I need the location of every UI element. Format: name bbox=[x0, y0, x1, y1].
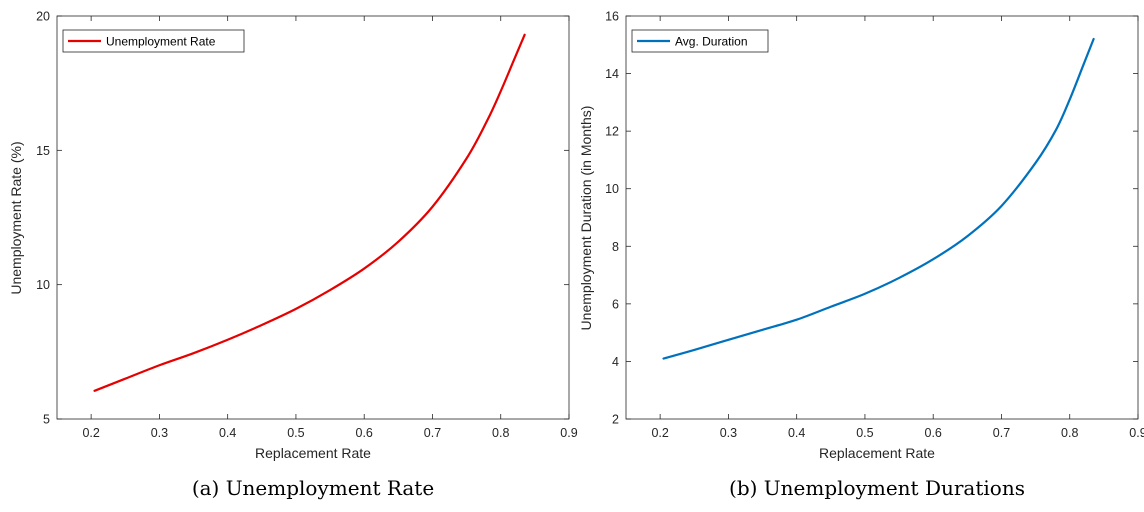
chart-a-caption: (a) Unemployment Rate bbox=[192, 476, 434, 500]
chart-a-xlabel: Replacement Rate bbox=[255, 445, 371, 461]
chart-a: 0.2 0.3 0.4 0.5 0.6 0.7 0.8 0.9 5 10 15 20 Unemploy… bbox=[8, 10, 578, 501]
chart-a-series-line bbox=[93, 33, 526, 392]
chart-b-ylabel: Unemployment Duration (in Months) bbox=[578, 106, 594, 331]
chart-b-ticks: 0.2 0.3 0.4 0.5 0.6 0.7 0.8 0.9 2 4 6 8 10 12 14 16 bbox=[605, 10, 1144, 441]
chart-a-legend-box bbox=[62, 29, 245, 53]
chart-a-ytick-label: 10 bbox=[36, 278, 50, 292]
chart-a-xtick-label: 0.9 bbox=[560, 426, 577, 440]
chart-a-legend: Unemployment Rate bbox=[62, 29, 245, 53]
chart-b-xtick-label: 0.7 bbox=[993, 426, 1010, 440]
chart-a-plot-area bbox=[56, 15, 570, 420]
chart-a-xtick-label: 0.8 bbox=[492, 426, 509, 440]
chart-b-ytick-label: 12 bbox=[605, 125, 619, 139]
chart-b-series-line bbox=[662, 37, 1095, 360]
chart-b-ytick-label: 4 bbox=[612, 355, 619, 369]
chart-b-xtick-label: 0.6 bbox=[925, 426, 942, 440]
chart-b-legend-box bbox=[631, 29, 769, 53]
chart-b-legend-label: Avg. Duration bbox=[675, 35, 748, 49]
chart-b: 0.2 0.3 0.4 0.5 0.6 0.7 0.8 0.9 2 4 6 8 10 12 14 16 Avg… bbox=[578, 10, 1144, 501]
chart-b-ytick-label: 14 bbox=[605, 67, 619, 81]
chart-b-ytick-label: 8 bbox=[612, 240, 619, 254]
chart-b-ytick-label: 2 bbox=[612, 413, 619, 427]
chart-b-xtick-label: 0.3 bbox=[720, 426, 737, 440]
chart-a-xtick-label: 0.5 bbox=[287, 426, 304, 440]
chart-a-xtick-label: 0.2 bbox=[82, 426, 99, 440]
chart-a-ytick-label: 5 bbox=[43, 413, 50, 427]
chart-b-legend: Avg. Duration bbox=[631, 29, 769, 53]
chart-b-plot-area bbox=[625, 15, 1139, 420]
chart-a-ytick-label: 20 bbox=[36, 10, 50, 24]
chart-b-xtick-label: 0.5 bbox=[856, 426, 873, 440]
chart-a-xtick-label: 0.3 bbox=[151, 426, 168, 440]
chart-a-xtick-label: 0.6 bbox=[356, 426, 373, 440]
chart-a-ylabel: Unemployment Rate (%) bbox=[8, 141, 24, 294]
chart-b-xtick-label: 0.9 bbox=[1129, 426, 1144, 440]
chart-b-ytick-label: 16 bbox=[605, 10, 619, 24]
chart-b-ytick-label: 10 bbox=[605, 182, 619, 196]
chart-b-xtick-label: 0.4 bbox=[788, 426, 805, 440]
chart-a-xtick-label: 0.7 bbox=[424, 426, 441, 440]
chart-a-legend-label: Unemployment Rate bbox=[106, 35, 216, 49]
chart-a-ytick-label: 15 bbox=[36, 144, 50, 158]
chart-b-xtick-label: 0.2 bbox=[651, 426, 668, 440]
chart-b-xtick-label: 0.8 bbox=[1061, 426, 1078, 440]
chart-b-ytick-label: 6 bbox=[612, 297, 619, 311]
chart-a-ticks: 0.2 0.3 0.4 0.5 0.6 0.7 0.8 0.9 5 10 15 20 bbox=[36, 10, 578, 441]
chart-b-caption: (b) Unemployment Durations bbox=[729, 476, 1025, 500]
chart-a-xtick-label: 0.4 bbox=[219, 426, 236, 440]
chart-b-xlabel: Replacement Rate bbox=[819, 445, 935, 461]
